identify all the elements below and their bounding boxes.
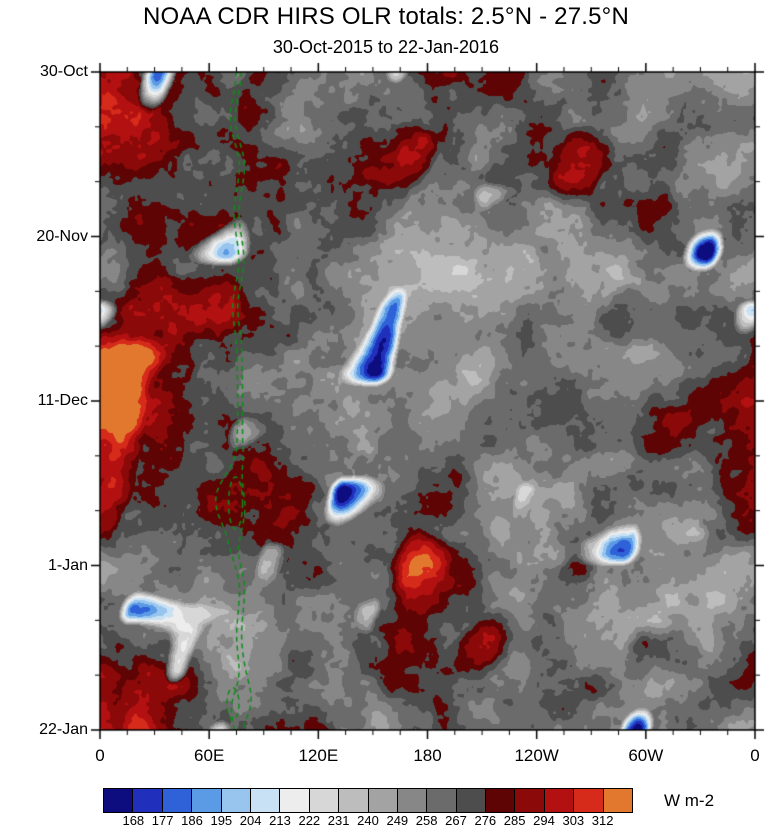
- colorbar-boundary-label: 258: [415, 813, 438, 828]
- colorbar-cell: [104, 789, 134, 812]
- colorbar-boundary-label: 204: [239, 813, 262, 828]
- colorbar-boundary-label: 285: [503, 813, 526, 828]
- colorbar-boundary-label: 186: [181, 813, 203, 828]
- colorbar-cell: [368, 789, 398, 812]
- colorbar-boundary-label: 168: [122, 813, 145, 828]
- colorbar-boundary-label: 222: [298, 813, 321, 828]
- colorbar-cell: [309, 789, 340, 812]
- colorbar-cell: [397, 789, 428, 812]
- colorbar-cell: [221, 789, 251, 812]
- colorbar-boundary-label: 303: [562, 813, 585, 828]
- time-tick-label: 20-Nov: [36, 227, 88, 245]
- colorbar-boundary-label: 276: [474, 813, 497, 828]
- time-tick-label: 30-Oct: [39, 63, 88, 80]
- colorbar-cell: [515, 789, 545, 812]
- time-tick-label: 11-Dec: [37, 392, 88, 409]
- colorbar-cell: [574, 789, 604, 812]
- colorbar-boundary-label: 231: [327, 813, 350, 828]
- longitude-tick-label: 120E: [298, 746, 339, 765]
- colorbar-cell: [339, 789, 369, 812]
- colorbar-cell: [544, 789, 575, 812]
- colorbar-cell: [133, 789, 163, 812]
- colorbar-boundary-label: 240: [357, 813, 379, 828]
- colorbar-boundary-label: 195: [210, 813, 233, 828]
- units-label: W m-2: [664, 791, 715, 810]
- longitude-tick-label: 60E: [194, 746, 225, 765]
- longitude-tick-label: 0: [95, 746, 105, 765]
- longitude-tick-label: 120W: [514, 746, 559, 765]
- colorbar-boundary-label: 213: [269, 813, 291, 828]
- colorbar-boundary-label: 312: [591, 813, 614, 828]
- longitude-tick-label: 0: [750, 746, 760, 765]
- longitude-tick-label: 60W: [628, 746, 664, 765]
- colorbar-cell: [456, 789, 487, 812]
- colorbar-boundary-label: 294: [533, 813, 555, 828]
- time-tick-label: 22-Jan: [39, 721, 88, 738]
- hovmoller-field-canvas: [100, 72, 755, 730]
- colorbar: [103, 788, 633, 813]
- colorbar-boundary-label: 177: [151, 813, 174, 828]
- colorbar-cell: [192, 789, 222, 812]
- colorbar-labels: 168 177 186 195 204 213 222 231 240 249 258 267 276 2…: [103, 813, 631, 829]
- chart-subtitle: 30-Oct-2015 to 22-Jan-2016: [272, 37, 500, 57]
- time-tick-label: 1-Jan: [47, 556, 88, 574]
- colorbar-cell: [603, 789, 633, 812]
- colorbar-boundary-label: 267: [445, 813, 467, 828]
- longitude-tick-label: 180: [413, 746, 442, 765]
- colorbar-cell: [250, 789, 281, 812]
- colorbar-cell: [486, 789, 516, 812]
- colorbar-boundary-label: 249: [386, 813, 409, 828]
- colorbar-cell: [162, 789, 193, 812]
- chart-title: NOAA CDR HIRS OLR totals: 2.5°N - 27.5°N: [142, 3, 629, 30]
- colorbar-cell: [280, 789, 310, 812]
- colorbar-cell: [427, 789, 457, 812]
